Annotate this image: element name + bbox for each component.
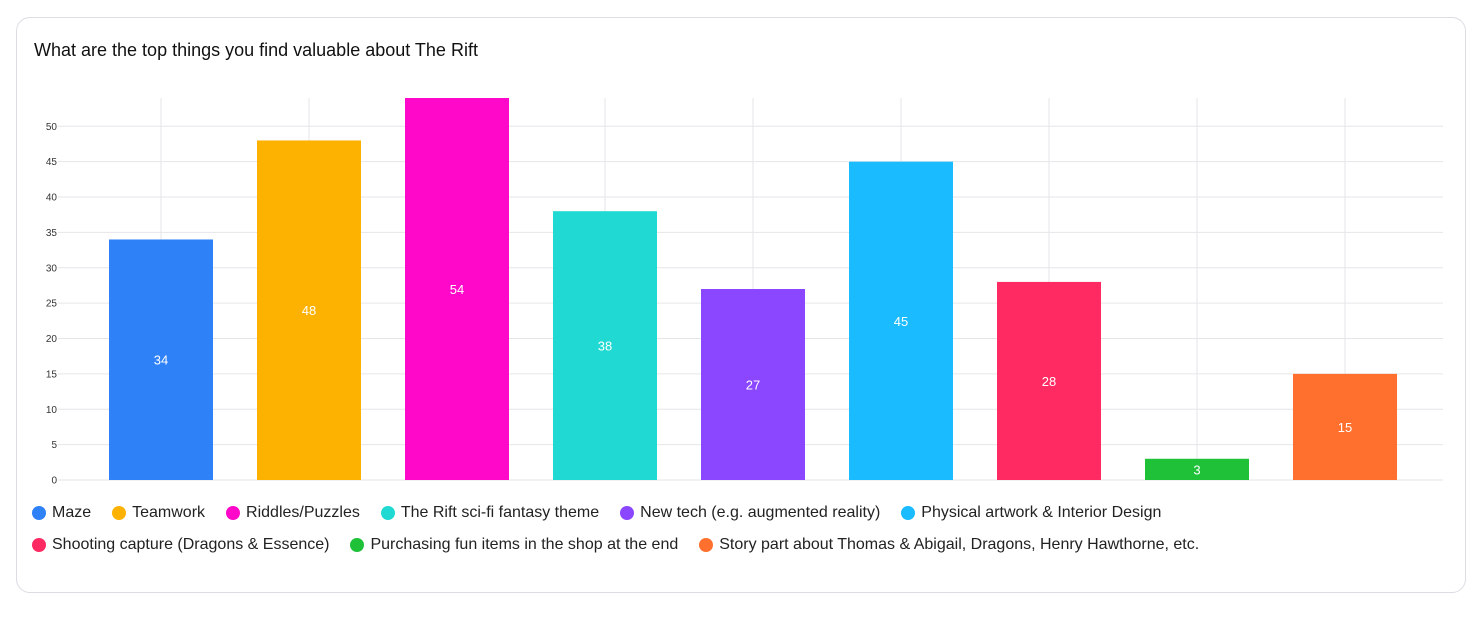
bar	[553, 211, 657, 480]
data-label: 45	[894, 314, 908, 329]
legend-swatch	[699, 538, 714, 552]
legend-label: Shooting capture (Dragons & Essence)	[52, 536, 330, 553]
legend-item-artwork[interactable]: Physical artwork & Interior Design	[901, 504, 1161, 522]
data-label: 15	[1338, 420, 1352, 435]
y-tick-label: 45	[46, 157, 58, 168]
chart-title: What are the top things you find valuabl…	[34, 40, 478, 60]
y-tick-label: 20	[46, 334, 58, 345]
legend-swatch	[350, 538, 365, 552]
legend-label: Story part about Thomas & Abigail, Drago…	[719, 536, 1200, 553]
legend-label: New tech (e.g. augmented reality)	[640, 504, 881, 521]
data-label: 28	[1042, 374, 1056, 389]
bar	[405, 98, 509, 480]
data-label: 3	[1193, 462, 1200, 477]
bar	[109, 239, 213, 480]
legend-label: Teamwork	[132, 504, 206, 521]
legend-item-new-tech[interactable]: New tech (e.g. augmented reality)	[620, 504, 880, 522]
bar	[997, 281, 1101, 480]
y-tick-label: 10	[46, 405, 58, 416]
y-tick-label: 5	[51, 440, 57, 451]
bar	[1293, 373, 1397, 480]
data-label: 54	[450, 282, 464, 297]
legend-label: Maze	[52, 504, 92, 521]
legend-label: Riddles/Puzzles	[246, 504, 360, 521]
bar	[257, 140, 361, 480]
legend-swatch	[32, 506, 46, 520]
y-tick-label: 35	[46, 228, 58, 239]
legend-item-story[interactable]: Story part about Thomas & Abigail, Drago…	[699, 536, 1199, 554]
legend-item-riddles-puzzles[interactable]: Riddles/Puzzles	[226, 504, 360, 522]
legend-item-shop[interactable]: Purchasing fun items in the shop at the …	[350, 536, 678, 554]
legend-swatch	[32, 538, 46, 552]
bar	[1145, 458, 1249, 480]
y-tick-label: 50	[46, 122, 58, 133]
data-label: 34	[154, 353, 168, 368]
chart-legend: Maze Teamwork Riddles/Puzzles The Rift s…	[32, 497, 1432, 561]
legend-item-theme[interactable]: The Rift sci-fi fantasy theme	[380, 504, 600, 522]
legend-label: Physical artwork & Interior Design	[921, 504, 1162, 521]
legend-item-teamwork[interactable]: Teamwork	[112, 504, 205, 522]
y-tick-label: 0	[51, 476, 57, 487]
data-label: 38	[598, 339, 612, 354]
legend-row-1: Maze Teamwork Riddles/Puzzles The Rift s…	[32, 497, 1432, 529]
legend-item-maze[interactable]: Maze	[32, 504, 91, 522]
legend-swatch	[901, 506, 916, 520]
data-label: 48	[302, 303, 316, 318]
bar	[849, 161, 953, 480]
legend-swatch	[226, 506, 241, 520]
legend-swatch	[112, 506, 127, 520]
y-tick-label: 15	[46, 369, 58, 380]
legend-row-2: Shooting capture (Dragons & Essence) Pur…	[32, 529, 1432, 561]
legend-label: The Rift sci-fi fantasy theme	[400, 504, 600, 521]
legend-swatch	[620, 506, 635, 520]
legend-swatch	[380, 506, 395, 520]
y-tick-label: 40	[46, 193, 58, 204]
legend-item-shooting-capture[interactable]: Shooting capture (Dragons & Essence)	[32, 536, 329, 554]
data-label: 27	[746, 378, 760, 393]
bar	[701, 289, 805, 480]
y-tick-label: 30	[46, 263, 58, 274]
legend-label: Purchasing fun items in the shop at the …	[370, 536, 679, 553]
y-tick-label: 25	[46, 299, 58, 310]
